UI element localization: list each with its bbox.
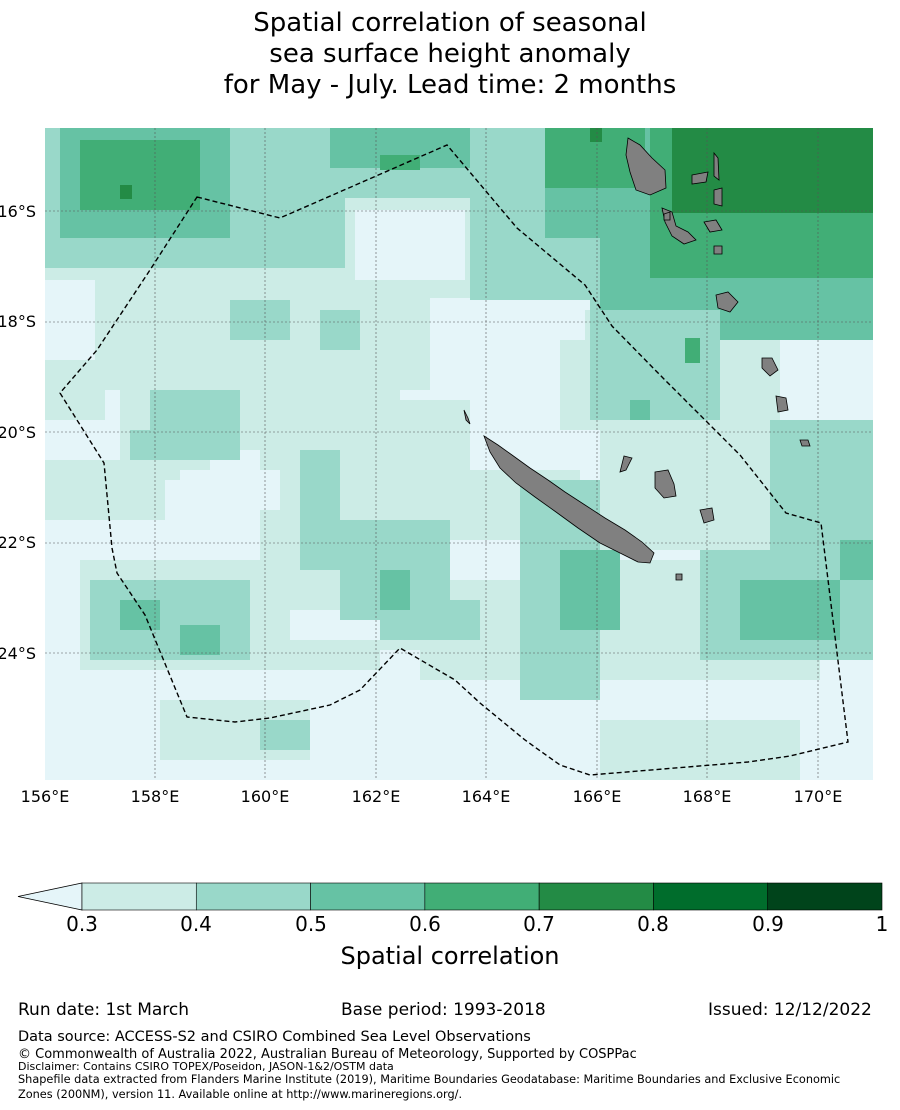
title-line-1: Spatial correlation of seasonal: [253, 8, 647, 38]
title-line-3: for May - July. Lead time: 2 months: [223, 70, 677, 100]
ile-des-pins: [675, 573, 683, 581]
cbar-tick-4: 0.7: [523, 912, 555, 936]
lon-label-160e: 160°E: [240, 787, 290, 806]
colorbar-segment: [195, 882, 311, 911]
map-area: [45, 128, 873, 780]
disclaimer: Disclaimer: Contains CSIRO TOPEX/Poseido…: [18, 1060, 394, 1073]
land-masses: [463, 137, 811, 581]
lon-label-156e: 156°E: [20, 787, 70, 806]
lon-label-164e: 164°E: [461, 787, 511, 806]
lat-label-22s: 22°S: [0, 533, 36, 552]
colorbar-segment: [310, 882, 426, 911]
new-caledonia: [483, 435, 655, 564]
ambae: [691, 171, 709, 185]
cbar-tick-2: 0.5: [295, 912, 327, 936]
eez-boundary: [59, 144, 849, 776]
correlation-very-strong-field: [120, 128, 873, 213]
cbar-tick-0: 0.3: [66, 912, 98, 936]
colorbar: [17, 882, 883, 911]
shepherd-islands: [713, 245, 723, 255]
colorbar-segment: [424, 882, 540, 911]
pentecost: [713, 151, 720, 181]
shapefile-source-2: Zones (200NM), version 11. Available onl…: [18, 1088, 463, 1101]
colorbar-extend-low: [17, 882, 83, 911]
espiritu-santo: [625, 137, 667, 196]
belep: [463, 409, 471, 425]
epi: [703, 219, 723, 233]
ambrym: [713, 187, 723, 207]
lon-label-166e: 166°E: [572, 787, 622, 806]
cbar-tick-3: 0.6: [409, 912, 441, 936]
small-island-1: [799, 439, 811, 447]
lifou: [654, 469, 677, 499]
cbar-tick-6: 0.9: [752, 912, 784, 936]
small-island-2: [663, 211, 671, 221]
data-source: Data source: ACCESS-S2 and CSIRO Combine…: [18, 1029, 531, 1045]
correlation-low-patches: [45, 210, 585, 640]
gridlines: [45, 128, 873, 780]
efate: [715, 291, 739, 313]
copyright: © Commonwealth of Australia 2022, Austra…: [18, 1047, 637, 1062]
run-date: Run date: 1st March: [18, 1000, 190, 1020]
colorbar-segment: [81, 882, 197, 911]
cbar-tick-7: 1: [875, 912, 889, 936]
lat-label-16s: 16°S: [0, 202, 36, 221]
shapefile-source-1: Shapefile data extracted from Flanders M…: [18, 1073, 841, 1086]
tanna: [775, 395, 789, 413]
mare: [699, 507, 715, 524]
colorbar-segment: [653, 882, 769, 911]
lon-label-168e: 168°E: [682, 787, 732, 806]
cbar-tick-1: 0.4: [180, 912, 212, 936]
lat-label-24s: 24°S: [0, 644, 36, 663]
lon-label-158e: 158°E: [130, 787, 180, 806]
lon-label-170e: 170°E: [793, 787, 843, 806]
title-line-2: sea surface height anomaly: [269, 39, 631, 69]
chart-title: Spatial correlation of seasonal sea surf…: [0, 8, 900, 101]
issued-date: Issued: 12/12/2022: [708, 1000, 872, 1020]
malakula: [661, 207, 697, 245]
lat-label-18s: 18°S: [0, 312, 36, 331]
cbar-tick-5: 0.8: [637, 912, 669, 936]
ouvea: [619, 455, 633, 473]
colorbar-label: Spatial correlation: [340, 942, 560, 970]
erromango: [761, 357, 779, 377]
colorbar-segment: [538, 882, 654, 911]
lon-label-162e: 162°E: [351, 787, 401, 806]
lat-label-20s: 20°S: [0, 423, 36, 442]
base-period: Base period: 1993-2018: [341, 1000, 546, 1020]
colorbar-segment: [767, 882, 883, 911]
